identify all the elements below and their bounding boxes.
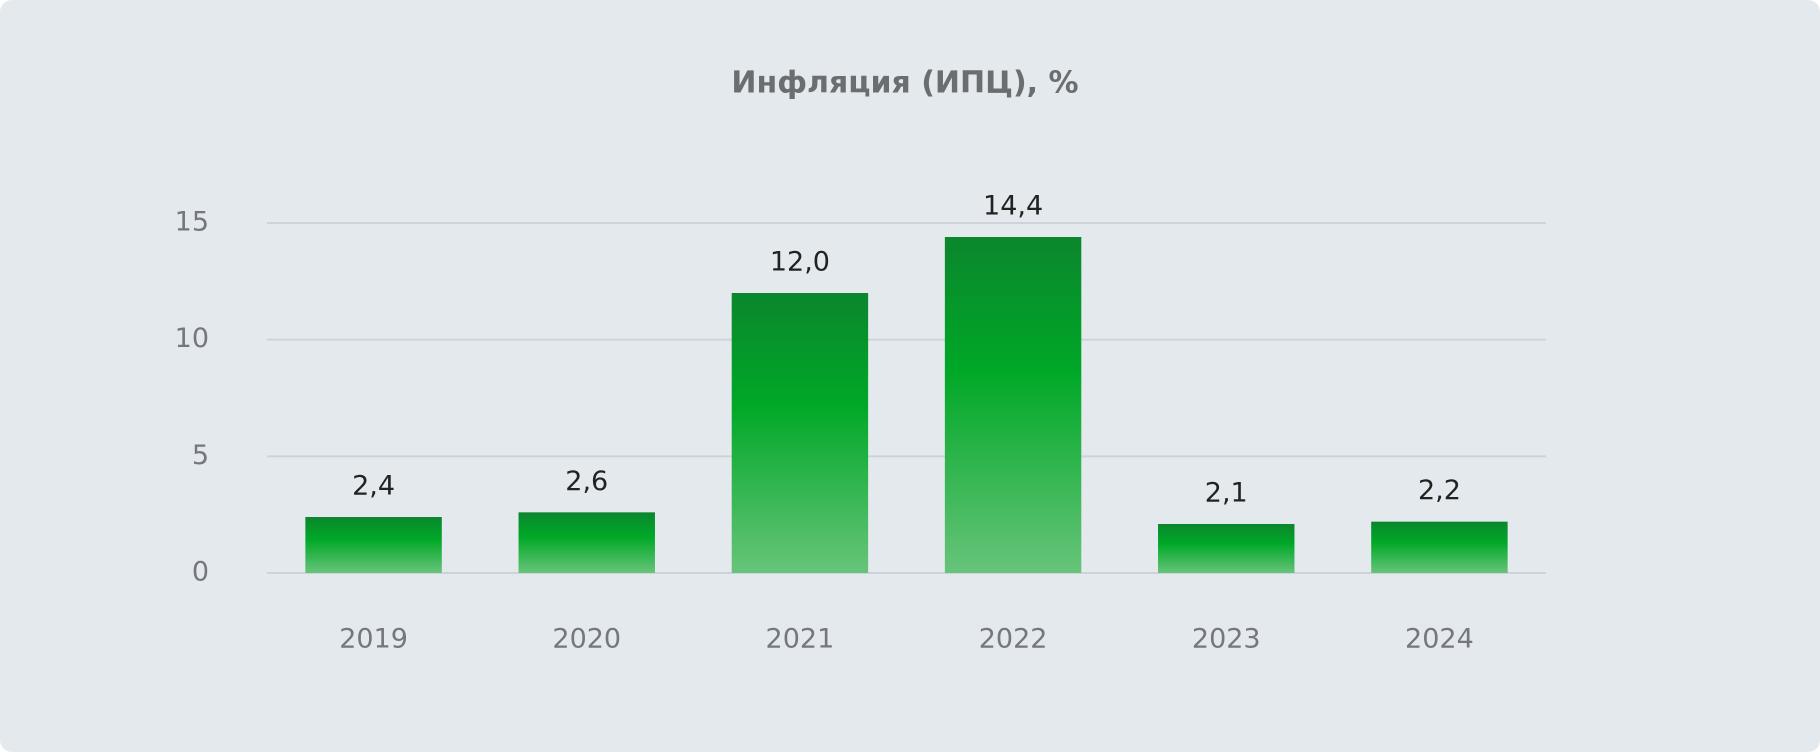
y-tick-label: 10 xyxy=(175,323,209,354)
y-tick-label: 15 xyxy=(175,207,209,238)
bar xyxy=(1371,521,1508,573)
x-tick-label: 2022 xyxy=(979,624,1048,655)
x-tick-label: 2024 xyxy=(1405,624,1474,655)
value-label: 14,4 xyxy=(983,191,1043,222)
value-label: 12,0 xyxy=(770,247,830,278)
bar xyxy=(731,293,869,573)
x-tick-label: 2023 xyxy=(1192,624,1261,655)
value-label: 2,1 xyxy=(1205,478,1248,509)
value-label: 2,2 xyxy=(1418,475,1461,506)
chart-title: Инфляция (ИПЦ), % xyxy=(731,66,1078,101)
bar xyxy=(305,517,442,573)
value-label: 2,4 xyxy=(352,471,395,502)
x-tick-label: 2020 xyxy=(552,624,621,655)
bar xyxy=(1158,524,1295,573)
x-tick-label: 2021 xyxy=(766,624,835,655)
bar xyxy=(518,512,655,573)
y-tick-label: 5 xyxy=(192,440,209,471)
value-label: 2,6 xyxy=(565,466,608,497)
y-tick-label: 0 xyxy=(192,557,209,588)
bar xyxy=(944,237,1082,573)
x-tick-label: 2019 xyxy=(339,624,408,655)
